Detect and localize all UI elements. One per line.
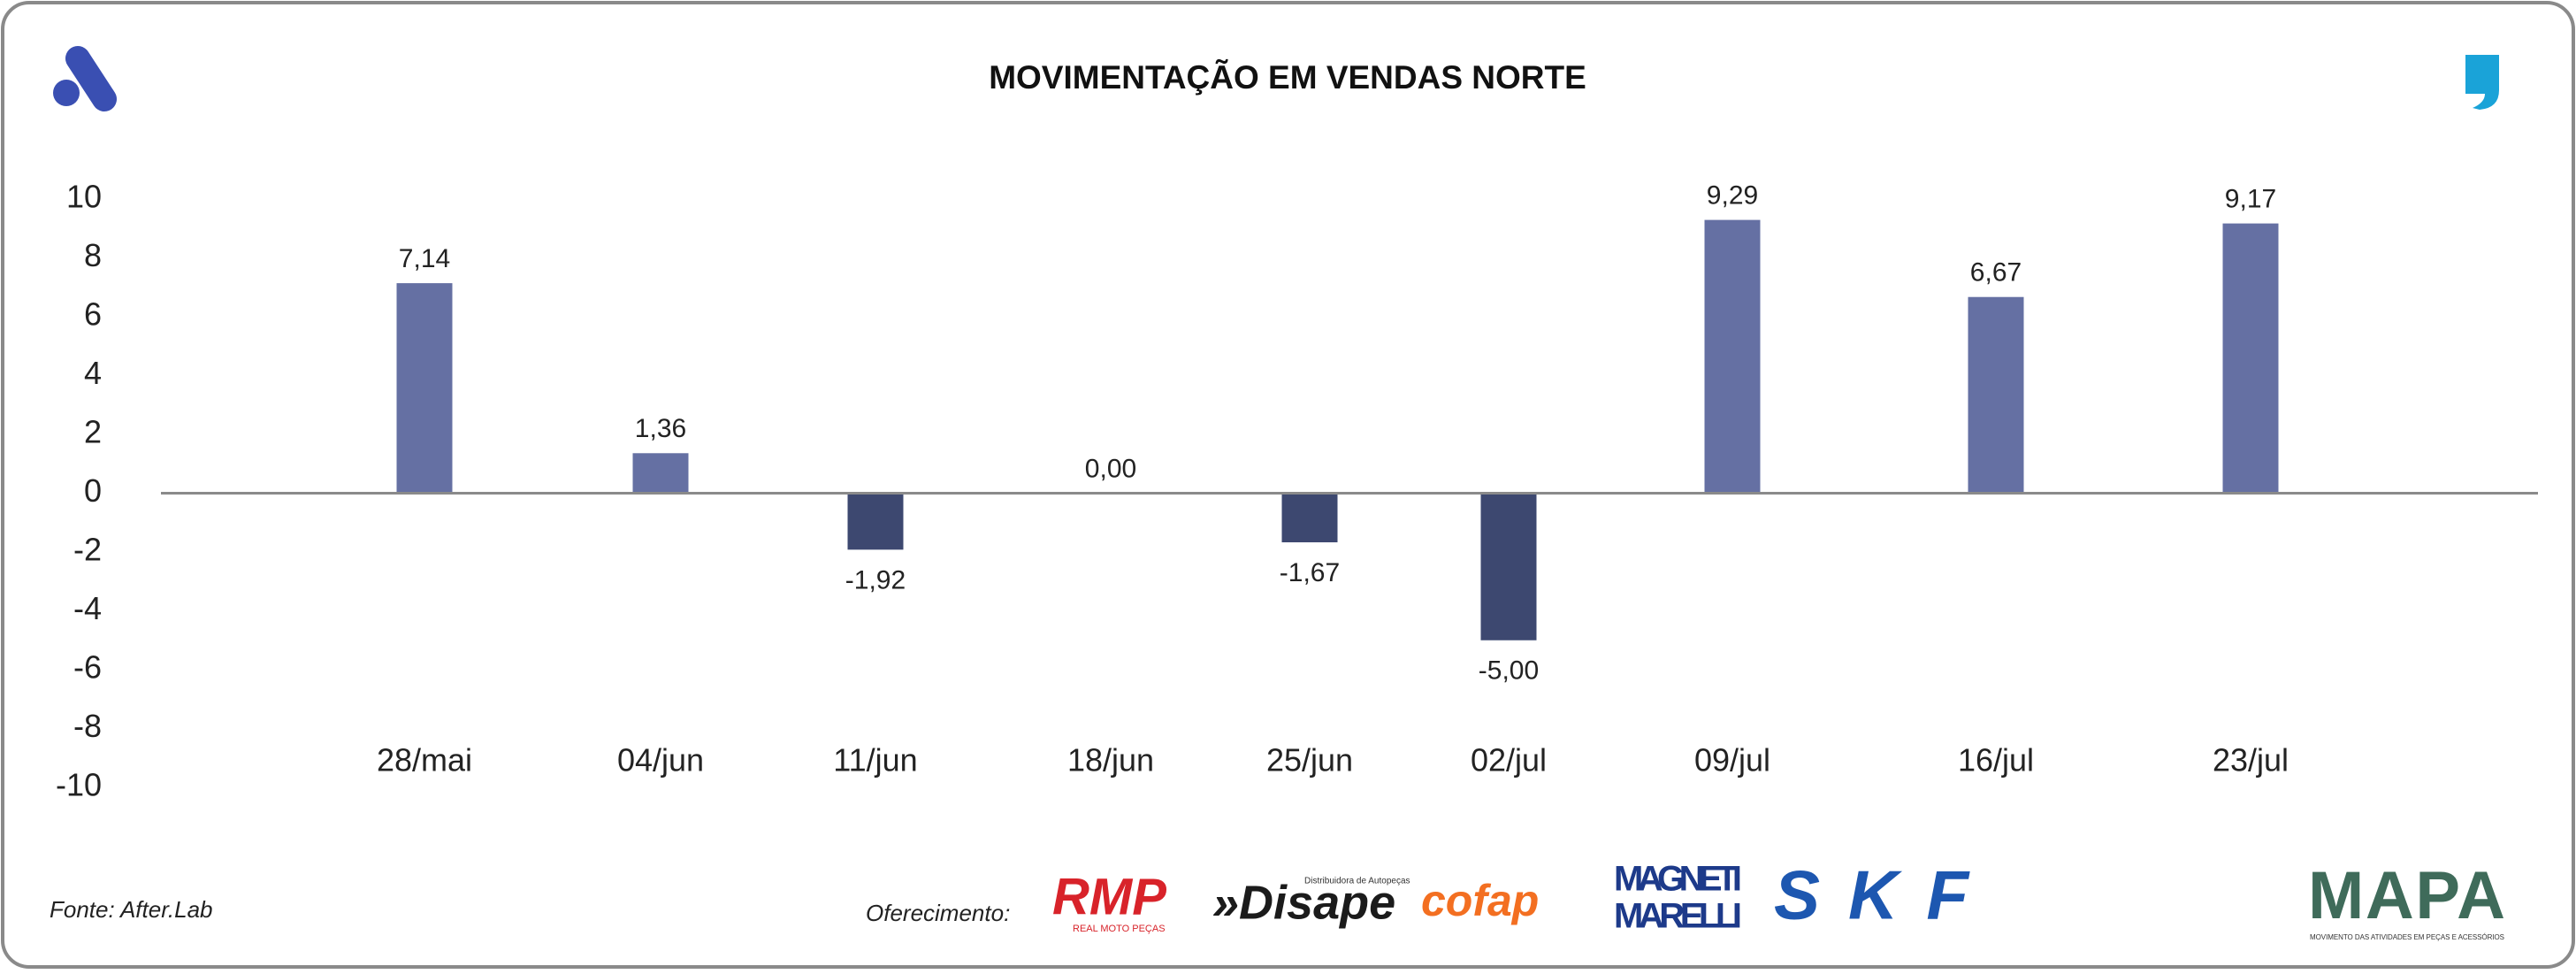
y-tick-label: 6 [84,296,102,333]
bar [1281,493,1338,543]
y-tick-label: 0 [84,472,102,509]
logo-disape: »Disape [1212,876,1395,929]
logo-marelli: MARELLI [1614,897,1742,936]
y-tick-label: -10 [56,767,102,803]
logo-magneti: MAGNETI [1614,860,1742,899]
y-tick-label: -2 [73,532,102,568]
bar [1480,493,1537,640]
value-label: 0,00 [1085,454,1136,483]
sponsor-label: Oferecimento: [866,900,1010,926]
value-label: 6,67 [1970,258,2022,288]
value-label: 1,36 [635,414,686,443]
value-label: 7,14 [399,244,450,273]
logo-disape-sub: Distribuidora de Autopeças [1304,877,1410,886]
x-tick-label: 16/jul [1958,742,2034,778]
bar [847,493,904,550]
source: Fonte: After.Lab [50,896,213,923]
bar [632,453,689,494]
logo-cofap: cofap [1421,876,1539,925]
value-label: -1,67 [1280,558,1340,587]
bar [2222,223,2279,494]
x-tick-label: 28/mai [377,742,472,778]
logo-rmp: RMP [1052,868,1166,925]
y-tick-label: 10 [66,179,102,215]
y-tick-label: -8 [73,708,102,744]
y-tick-label: 2 [84,414,102,450]
quote-icon [2465,55,2499,110]
x-tick-label: 04/jun [617,742,704,778]
logo-rmp-sub: REAL MOTO PEÇAS [1073,924,1166,934]
logo-skf: SKF [1774,856,1970,934]
chart-title: MOVIMENTAÇÃO EM VENDAS NORTE [989,58,1586,96]
x-tick-label: 02/jul [1471,742,1547,778]
bar [1704,219,1761,494]
bar [1968,296,2024,494]
brand-logo: MAPA [2308,858,2505,933]
bar [396,283,453,494]
y-tick-label: -4 [73,590,102,626]
value-label: 9,17 [2225,185,2276,214]
x-tick-label: 18/jun [1067,742,1154,778]
x-tick-label: 23/jul [2213,742,2289,778]
brand-sub: MOVIMENTO DAS ATIVIDADES EM PEÇAS E ACES… [2310,933,2504,941]
x-tick-label: 25/jun [1266,742,1353,778]
logo-a [53,46,117,111]
value-label: -5,00 [1479,656,1539,686]
y-tick-label: 4 [84,355,102,391]
x-tick-label: 09/jul [1694,742,1770,778]
x-tick-label: 11/jun [833,742,917,778]
y-tick-label: -6 [73,649,102,686]
y-tick-label: 8 [84,237,102,273]
value-label: 9,29 [1707,181,1758,211]
value-label: -1,92 [845,565,906,594]
